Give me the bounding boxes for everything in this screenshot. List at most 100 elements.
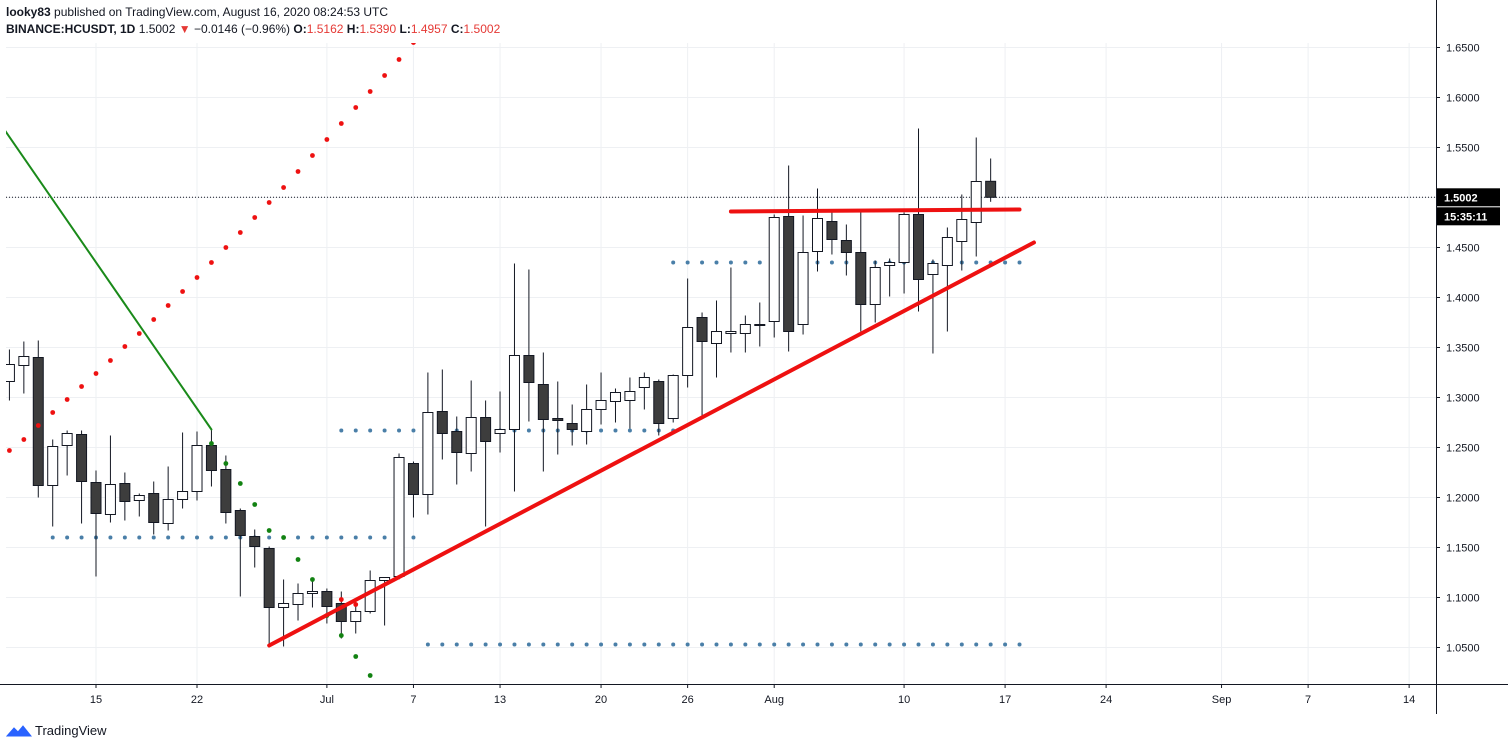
level-dot	[296, 535, 301, 540]
level-dot	[555, 642, 560, 647]
sar-dot-red	[237, 230, 243, 235]
tradingview-logo-icon[interactable]	[6, 724, 32, 738]
candle-down	[148, 493, 160, 523]
level-dot	[339, 535, 344, 540]
x-tick-label: Sep	[1212, 694, 1232, 706]
sar-dot-red	[180, 289, 185, 294]
x-tick-label: 22	[191, 694, 203, 706]
sar-dot-green	[295, 557, 301, 562]
publish-info: looky83 published on TradingView.com, Au…	[6, 4, 500, 21]
countdown-label: 15:35:11	[1444, 211, 1487, 223]
low-label: L:	[399, 22, 411, 36]
candle-down	[119, 483, 131, 502]
countdown-badge	[1437, 207, 1500, 226]
candle-up	[739, 324, 751, 334]
candle-down	[552, 418, 564, 421]
candle-up	[754, 324, 766, 326]
candle-down	[523, 355, 535, 383]
x-tick-label: 10	[898, 694, 910, 706]
level-dot	[368, 428, 373, 433]
level-dot	[728, 642, 733, 647]
sar-dot-red	[338, 597, 344, 602]
trendline-green	[6, 130, 213, 431]
close-label: C:	[450, 22, 464, 36]
candle-up	[768, 217, 780, 322]
level-dot	[382, 428, 387, 433]
candle-down	[76, 434, 88, 482]
sar-dot-red	[50, 410, 56, 415]
sar-dot-red	[353, 602, 359, 607]
level-dot	[786, 642, 791, 647]
level-dot	[454, 642, 459, 647]
candle-down	[985, 180, 997, 198]
level-dot	[627, 642, 632, 647]
candle-up	[47, 446, 59, 486]
sar-dot-red	[79, 384, 84, 389]
level-dot	[873, 642, 878, 647]
level-dot	[1017, 642, 1022, 647]
candle-down	[537, 384, 549, 420]
last-price: 1.5002	[138, 22, 176, 36]
candle-up	[278, 603, 290, 608]
x-tick-label: 7	[410, 694, 416, 706]
plot-area[interactable]	[0, 33, 1436, 678]
candle-up	[191, 445, 203, 492]
y-tick-label: 1.3500	[1446, 343, 1480, 355]
candle-down	[783, 216, 795, 332]
symbol-label[interactable]: BINANCE:HCUSDT, 1D	[6, 22, 136, 36]
candle-down	[436, 411, 448, 434]
candle-up	[667, 375, 679, 419]
level-dot	[887, 642, 892, 647]
y-tick-label: 1.6500	[1446, 43, 1480, 55]
level-dot	[195, 535, 200, 540]
sar-dot-green	[353, 654, 359, 659]
tradingview-brand[interactable]: TradingView	[35, 723, 107, 738]
candle-up	[494, 429, 506, 434]
open-label: O:	[293, 22, 307, 36]
candle-down	[220, 469, 232, 513]
sar-dot-red	[310, 153, 315, 158]
footer: TradingView	[6, 723, 107, 738]
sar-dot-red	[108, 358, 113, 363]
level-dot	[324, 535, 329, 540]
sar-dot-red	[396, 57, 402, 62]
candle-up	[898, 214, 910, 263]
level-dot	[685, 642, 690, 647]
level-dot	[988, 642, 993, 647]
sar-dot-green	[281, 535, 286, 540]
sar-dot-red	[338, 121, 344, 126]
candle-up	[133, 495, 145, 501]
level-dot	[599, 642, 604, 647]
candle-down	[335, 603, 347, 622]
x-tick-label: Aug	[764, 694, 784, 706]
candle-up	[595, 400, 607, 410]
level-dot	[656, 642, 661, 647]
candle-up	[465, 417, 477, 454]
sar-dot-red	[136, 331, 142, 336]
level-dot	[526, 642, 531, 647]
y-tick-label: 1.4500	[1446, 243, 1480, 255]
level-dot	[411, 535, 416, 540]
publisher-name[interactable]: looky83	[6, 5, 51, 19]
candle-up	[927, 263, 939, 275]
candle-up	[970, 181, 982, 223]
level-dot	[353, 428, 358, 433]
candle-down	[451, 431, 463, 453]
level-dot	[671, 642, 676, 647]
level-dot	[743, 260, 748, 265]
level-dot	[772, 642, 777, 647]
level-dot	[757, 642, 762, 647]
x-tick-label: 17	[999, 694, 1011, 706]
candle-down	[913, 214, 925, 280]
level-dot	[368, 535, 373, 540]
level-dot	[79, 535, 84, 540]
sar-dot-red	[367, 89, 373, 94]
sar-dot-red	[64, 397, 70, 402]
x-tick-label: 24	[1100, 694, 1112, 706]
level-dot	[829, 260, 834, 265]
sar-dot-green	[252, 502, 258, 507]
level-dot	[209, 535, 214, 540]
trendline-red	[267, 240, 1036, 648]
y-tick-label: 1.6000	[1446, 93, 1480, 105]
